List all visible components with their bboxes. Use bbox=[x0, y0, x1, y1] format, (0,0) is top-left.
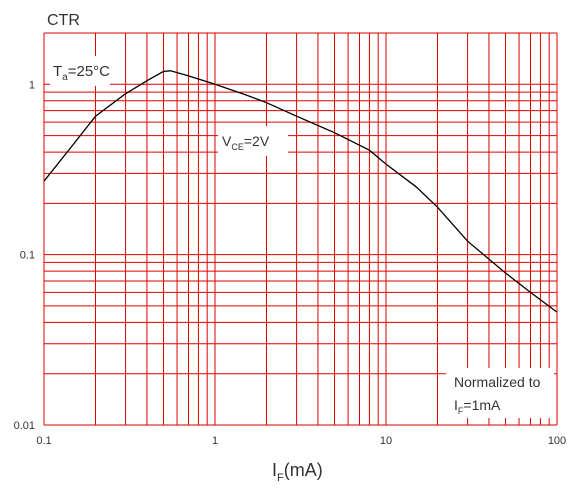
temp-annotation-main: T bbox=[53, 63, 62, 80]
normalization-line2-sub: F bbox=[458, 406, 464, 416]
vce-annotation-sub: CE bbox=[231, 142, 244, 152]
x-axis-label-rest: (mA) bbox=[284, 460, 323, 480]
y-tick-label: 0.01 bbox=[14, 420, 35, 432]
x-axis-label-sub: F bbox=[277, 472, 284, 484]
vce-annotation-main: V bbox=[222, 133, 232, 149]
x-tick-label: 1 bbox=[212, 435, 218, 447]
vce-annotation: VCE=2V bbox=[222, 133, 270, 152]
x-tick-label: 0.1 bbox=[36, 435, 51, 447]
chart-title: CTR bbox=[47, 12, 80, 29]
vce-annotation-rest: =2V bbox=[244, 133, 270, 149]
x-axis-label: IF(mA) bbox=[272, 460, 323, 484]
ctr-curve bbox=[43, 70, 558, 313]
x-axis-label-main: I bbox=[272, 460, 277, 480]
temp-annotation-box bbox=[50, 56, 110, 86]
vce-annotation-box bbox=[218, 126, 288, 156]
normalization-line1: Normalized to bbox=[454, 374, 541, 390]
temp-annotation-rest: =25°C bbox=[68, 63, 110, 80]
x-tick-label: 10 bbox=[380, 435, 392, 447]
normalization-line2-rest: =1mA bbox=[463, 397, 501, 413]
y-tick-label: 1 bbox=[29, 79, 35, 91]
temp-annotation: Ta=25°C bbox=[53, 63, 110, 83]
grid bbox=[43, 32, 558, 426]
temp-annotation-sub: a bbox=[62, 72, 68, 83]
x-tick-label: 100 bbox=[548, 435, 566, 447]
normalization-annotation-box bbox=[446, 368, 554, 418]
y-tick-label: 0.1 bbox=[20, 250, 35, 262]
normalization-line2: IF=1mA bbox=[454, 397, 501, 416]
normalization-line2-main: I bbox=[454, 397, 458, 413]
